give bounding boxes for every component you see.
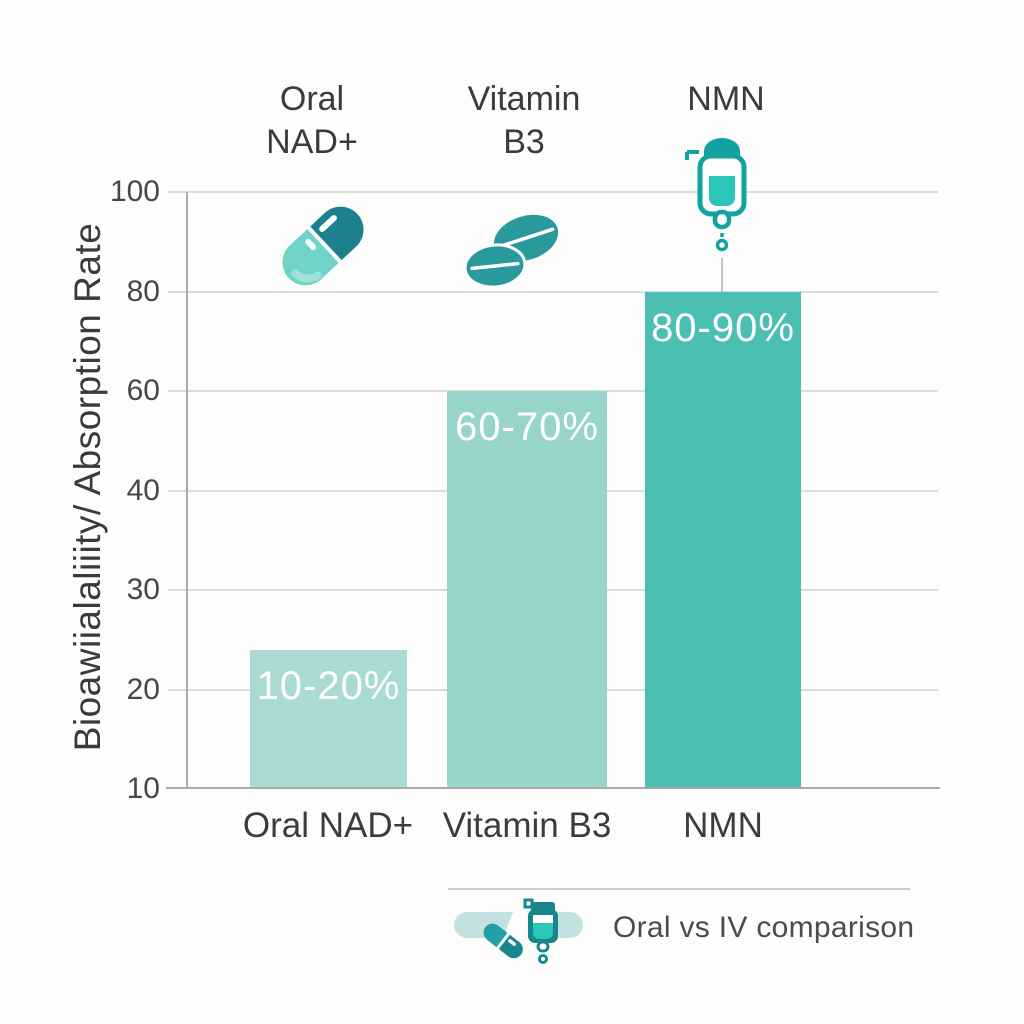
iv-bag-icon	[677, 130, 767, 270]
bar-value-label: 60-70%	[455, 405, 599, 449]
y-tick-label: 40	[126, 473, 160, 507]
plot-area: 10-20% 60-70% 80-90%	[187, 192, 937, 789]
column-header-oral-nad: Oral NAD+	[266, 80, 358, 161]
legend-oral-vs-iv-icon	[454, 898, 583, 964]
gridline	[168, 290, 938, 293]
x-axis-line	[166, 787, 940, 789]
legend-divider	[448, 888, 910, 890]
gridline	[168, 191, 938, 193]
iv-liquid	[709, 176, 735, 206]
iv-drip-connector-line	[721, 258, 723, 294]
iv-neck	[712, 209, 732, 230]
iv-cap	[704, 138, 740, 158]
x-label-oral-nad: Oral NAD+	[242, 806, 414, 845]
legend: Oral vs IV comparison	[450, 896, 914, 968]
y-tick-label: 100	[109, 175, 160, 208]
column-header-vitamin-b3: Vitamin B3	[467, 80, 581, 161]
x-label-nmn: NMN	[683, 806, 763, 845]
capsule-icon-shape	[282, 206, 364, 286]
y-tick-label: 10	[126, 772, 160, 805]
bar-nmn: 80-90%	[645, 291, 801, 789]
bar-value-label: 10-20%	[256, 663, 401, 708]
x-label-vitamin-b3: Vitamin B3	[442, 806, 612, 845]
legend-iv-bag-icon	[523, 898, 558, 964]
y-tick-label: 20	[126, 672, 160, 706]
y-tick-label: 60	[126, 374, 160, 407]
tablet-front	[463, 243, 527, 289]
legend-label: Oral vs IV comparison	[613, 911, 915, 944]
bar-vitamin-b3: 60-70%	[447, 391, 607, 789]
legend-capsule-icon	[483, 923, 523, 959]
y-axis-line	[186, 192, 188, 789]
y-tick-label: 80	[126, 274, 160, 308]
capsule-icon	[268, 194, 378, 301]
bar-oral-nad: 10-20%	[250, 649, 407, 789]
y-tick-label: 30	[126, 573, 160, 606]
iv-hook-mark	[685, 150, 699, 160]
column-header-nmn: NMN	[687, 80, 765, 118]
iv-drop	[715, 238, 729, 252]
bar-value-label: 80-90%	[651, 305, 795, 350]
tablets-icon	[460, 210, 562, 297]
